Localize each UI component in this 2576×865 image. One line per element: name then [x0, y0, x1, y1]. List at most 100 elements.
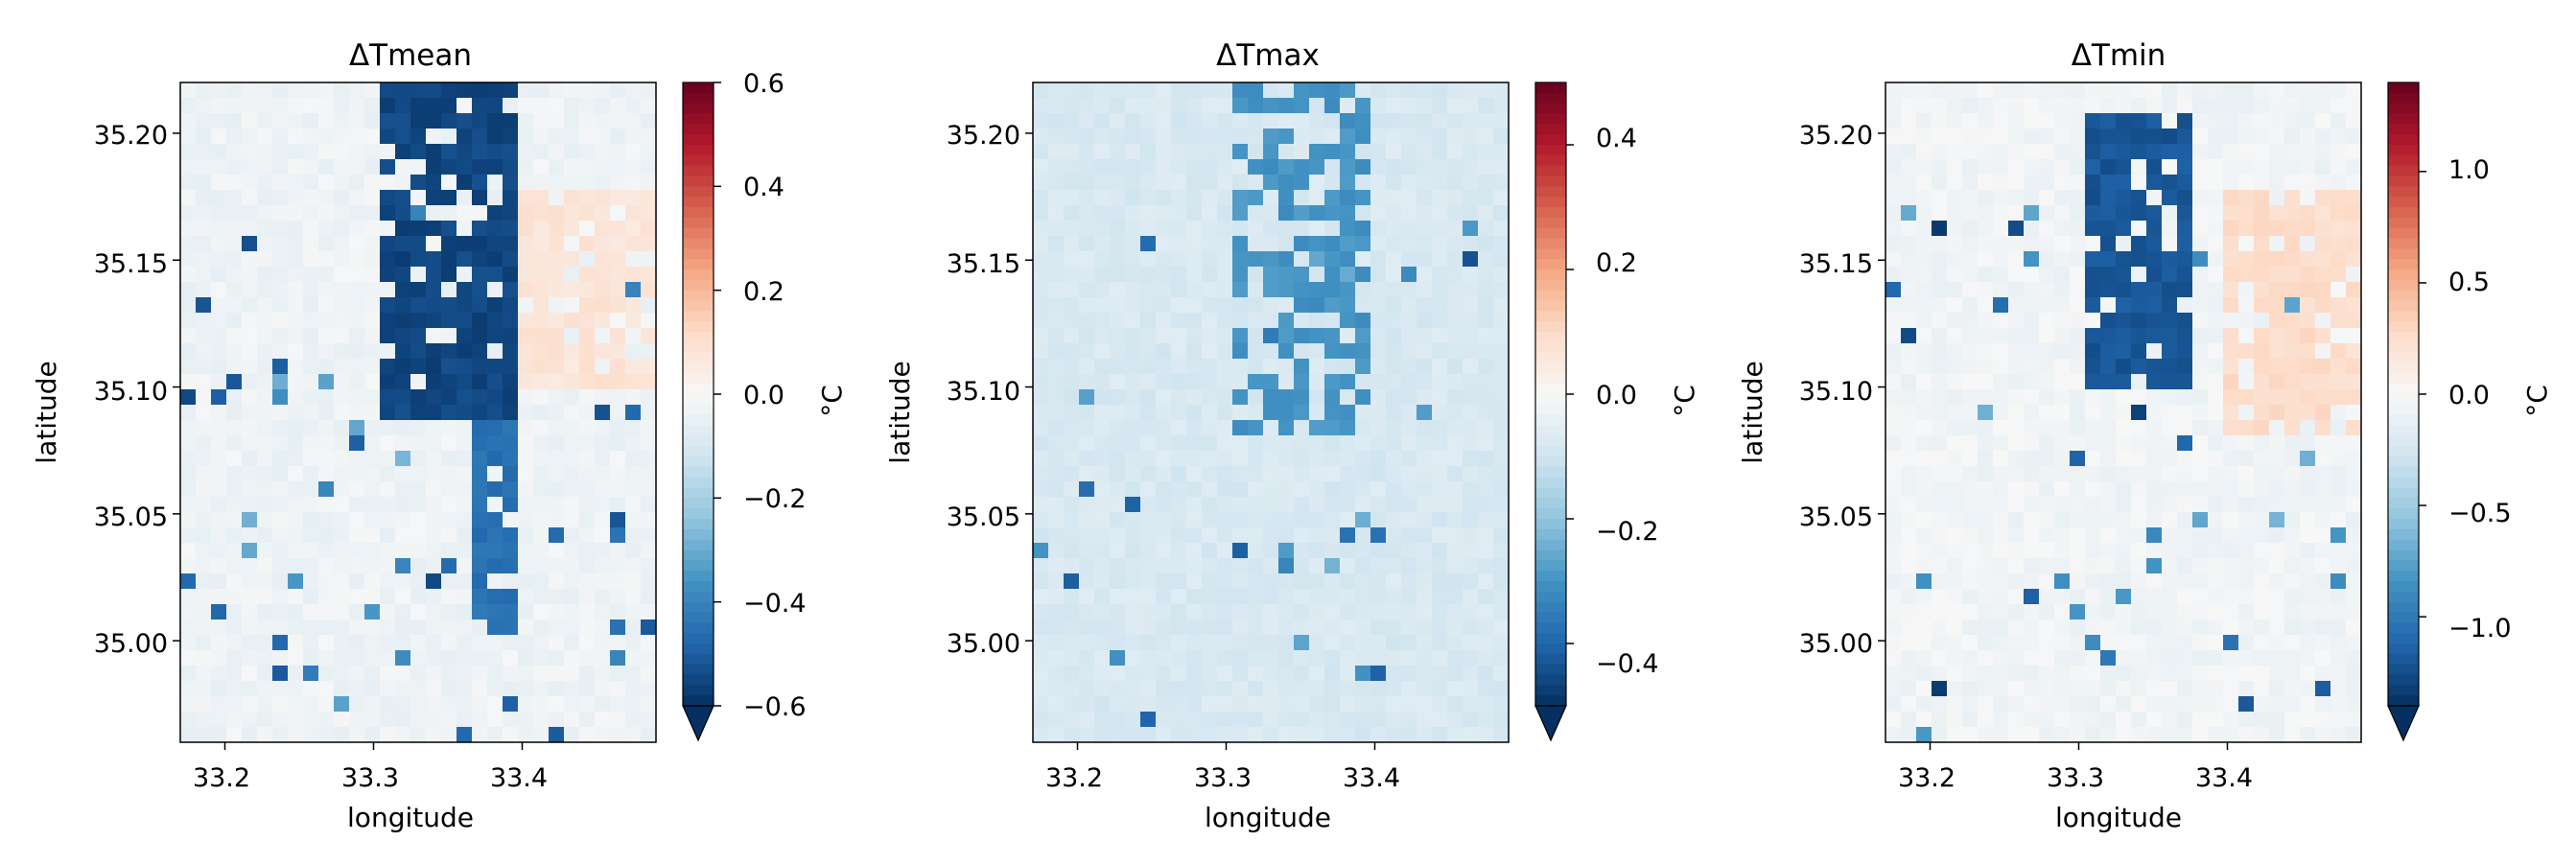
- heatmap-cell: [2315, 159, 2331, 175]
- heatmap-cell: [533, 221, 550, 237]
- heatmap-cell: [641, 374, 657, 390]
- heatmap-cell: [641, 527, 657, 544]
- heatmap-cell: [1079, 435, 1095, 452]
- heatmap-cell: [518, 466, 534, 482]
- heatmap-cell: [2070, 451, 2086, 467]
- heatmap-cell: [180, 527, 197, 544]
- heatmap-cell: [1478, 466, 1494, 482]
- heatmap-cell: [1386, 435, 1402, 452]
- heatmap-cell: [1094, 297, 1111, 314]
- colorbar-segment: [1535, 124, 1566, 135]
- colorbar-tick-label: −0.4: [743, 589, 807, 619]
- heatmap-cell: [2330, 129, 2347, 145]
- heatmap-cell: [472, 175, 488, 191]
- heatmap-cell: [1885, 251, 1902, 268]
- heatmap-cell: [1217, 221, 1233, 237]
- heatmap-cell: [2131, 267, 2147, 283]
- heatmap-cell: [2269, 359, 2285, 375]
- heatmap-cell: [2208, 497, 2224, 513]
- heatmap-cell: [2192, 389, 2209, 406]
- heatmap-cell: [2192, 497, 2209, 513]
- heatmap-cell: [1186, 527, 1203, 544]
- heatmap-cell: [1079, 221, 1095, 237]
- heatmap-cell: [242, 267, 258, 283]
- heatmap-cell: [1140, 573, 1157, 590]
- heatmap-cell: [2146, 573, 2163, 590]
- colorbar-segment: [683, 186, 714, 198]
- heatmap-cell: [1386, 481, 1402, 498]
- heatmap-cell: [1901, 236, 1917, 252]
- heatmap-cell: [1493, 727, 1510, 743]
- heatmap-cell: [1932, 681, 1948, 697]
- heatmap-cell: [1478, 727, 1494, 743]
- heatmap-cell: [518, 512, 534, 528]
- colorbar-segment: [2388, 633, 2419, 644]
- heatmap-cell: [2346, 205, 2362, 222]
- heatmap-cell: [625, 435, 642, 452]
- heatmap-cell: [1493, 129, 1510, 145]
- heatmap-cell: [2315, 175, 2331, 191]
- heatmap-cell: [226, 297, 243, 314]
- heatmap-cell: [288, 650, 304, 666]
- colorbar-segment: [1535, 197, 1566, 208]
- heatmap-cell: [1033, 466, 1049, 482]
- heatmap-cell: [2054, 558, 2071, 574]
- heatmap-cell: [380, 420, 396, 436]
- heatmap-cell: [196, 666, 212, 682]
- heatmap-cell: [564, 497, 580, 513]
- heatmap-cell: [288, 389, 304, 406]
- heatmap-cell: [1401, 589, 1417, 605]
- heatmap-cell: [1324, 512, 1341, 528]
- heatmap-cell: [1217, 681, 1233, 697]
- heatmap-cell: [2238, 374, 2255, 390]
- heatmap-cell: [2024, 297, 2040, 314]
- heatmap-cell: [180, 236, 197, 252]
- heatmap-cell: [1885, 82, 1902, 99]
- colorbar-segment: [2388, 591, 2419, 603]
- heatmap-cell: [2223, 527, 2239, 544]
- heatmap-cell: [1417, 497, 1433, 513]
- heatmap-cell: [1186, 696, 1203, 713]
- heatmap-cell: [1401, 221, 1417, 237]
- heatmap-cell: [1401, 466, 1417, 482]
- heatmap-cell: [318, 267, 335, 283]
- heatmap-cell: [2284, 82, 2301, 99]
- heatmap-cell: [564, 205, 580, 222]
- heatmap-cell: [2330, 681, 2347, 697]
- heatmap-cell: [272, 696, 289, 713]
- heatmap-cell: [2208, 435, 2224, 452]
- heatmap-cell: [1079, 328, 1095, 344]
- heatmap-cell: [1432, 159, 1448, 175]
- heatmap-cell: [2039, 159, 2055, 175]
- heatmap-cell: [1309, 681, 1325, 697]
- heatmap-cell: [441, 666, 457, 682]
- heatmap-cell: [1125, 435, 1141, 452]
- heatmap-cell: [595, 681, 611, 697]
- heatmap-cell: [549, 543, 565, 559]
- heatmap-cell: [1916, 236, 1932, 252]
- heatmap-cell: [364, 666, 381, 682]
- heatmap-cell: [1978, 313, 1994, 329]
- heatmap-cell: [288, 144, 304, 160]
- heatmap-cell: [2054, 420, 2071, 436]
- heatmap-cell: [2269, 343, 2285, 360]
- heatmap-cell: [1901, 359, 1917, 375]
- heatmap-cell: [1463, 712, 1479, 728]
- heatmap-cell: [441, 98, 457, 114]
- heatmap-cell: [1386, 466, 1402, 482]
- heatmap-cell: [2254, 543, 2270, 559]
- heatmap-cell: [1478, 573, 1494, 590]
- heatmap-cell: [1417, 451, 1433, 467]
- heatmap-cell: [1171, 113, 1187, 129]
- heatmap-cell: [1916, 573, 1932, 590]
- heatmap-cell: [1463, 251, 1479, 268]
- heatmap-cell: [395, 620, 411, 636]
- heatmap-cell: [457, 374, 473, 390]
- heatmap-cell: [2162, 420, 2178, 436]
- heatmap-cell: [1309, 343, 1325, 360]
- heatmap-cell: [1932, 620, 1948, 636]
- heatmap-cell: [1140, 205, 1157, 222]
- heatmap-cell: [410, 727, 427, 743]
- heatmap-cell: [1478, 175, 1494, 191]
- heatmap-cell: [1125, 328, 1141, 344]
